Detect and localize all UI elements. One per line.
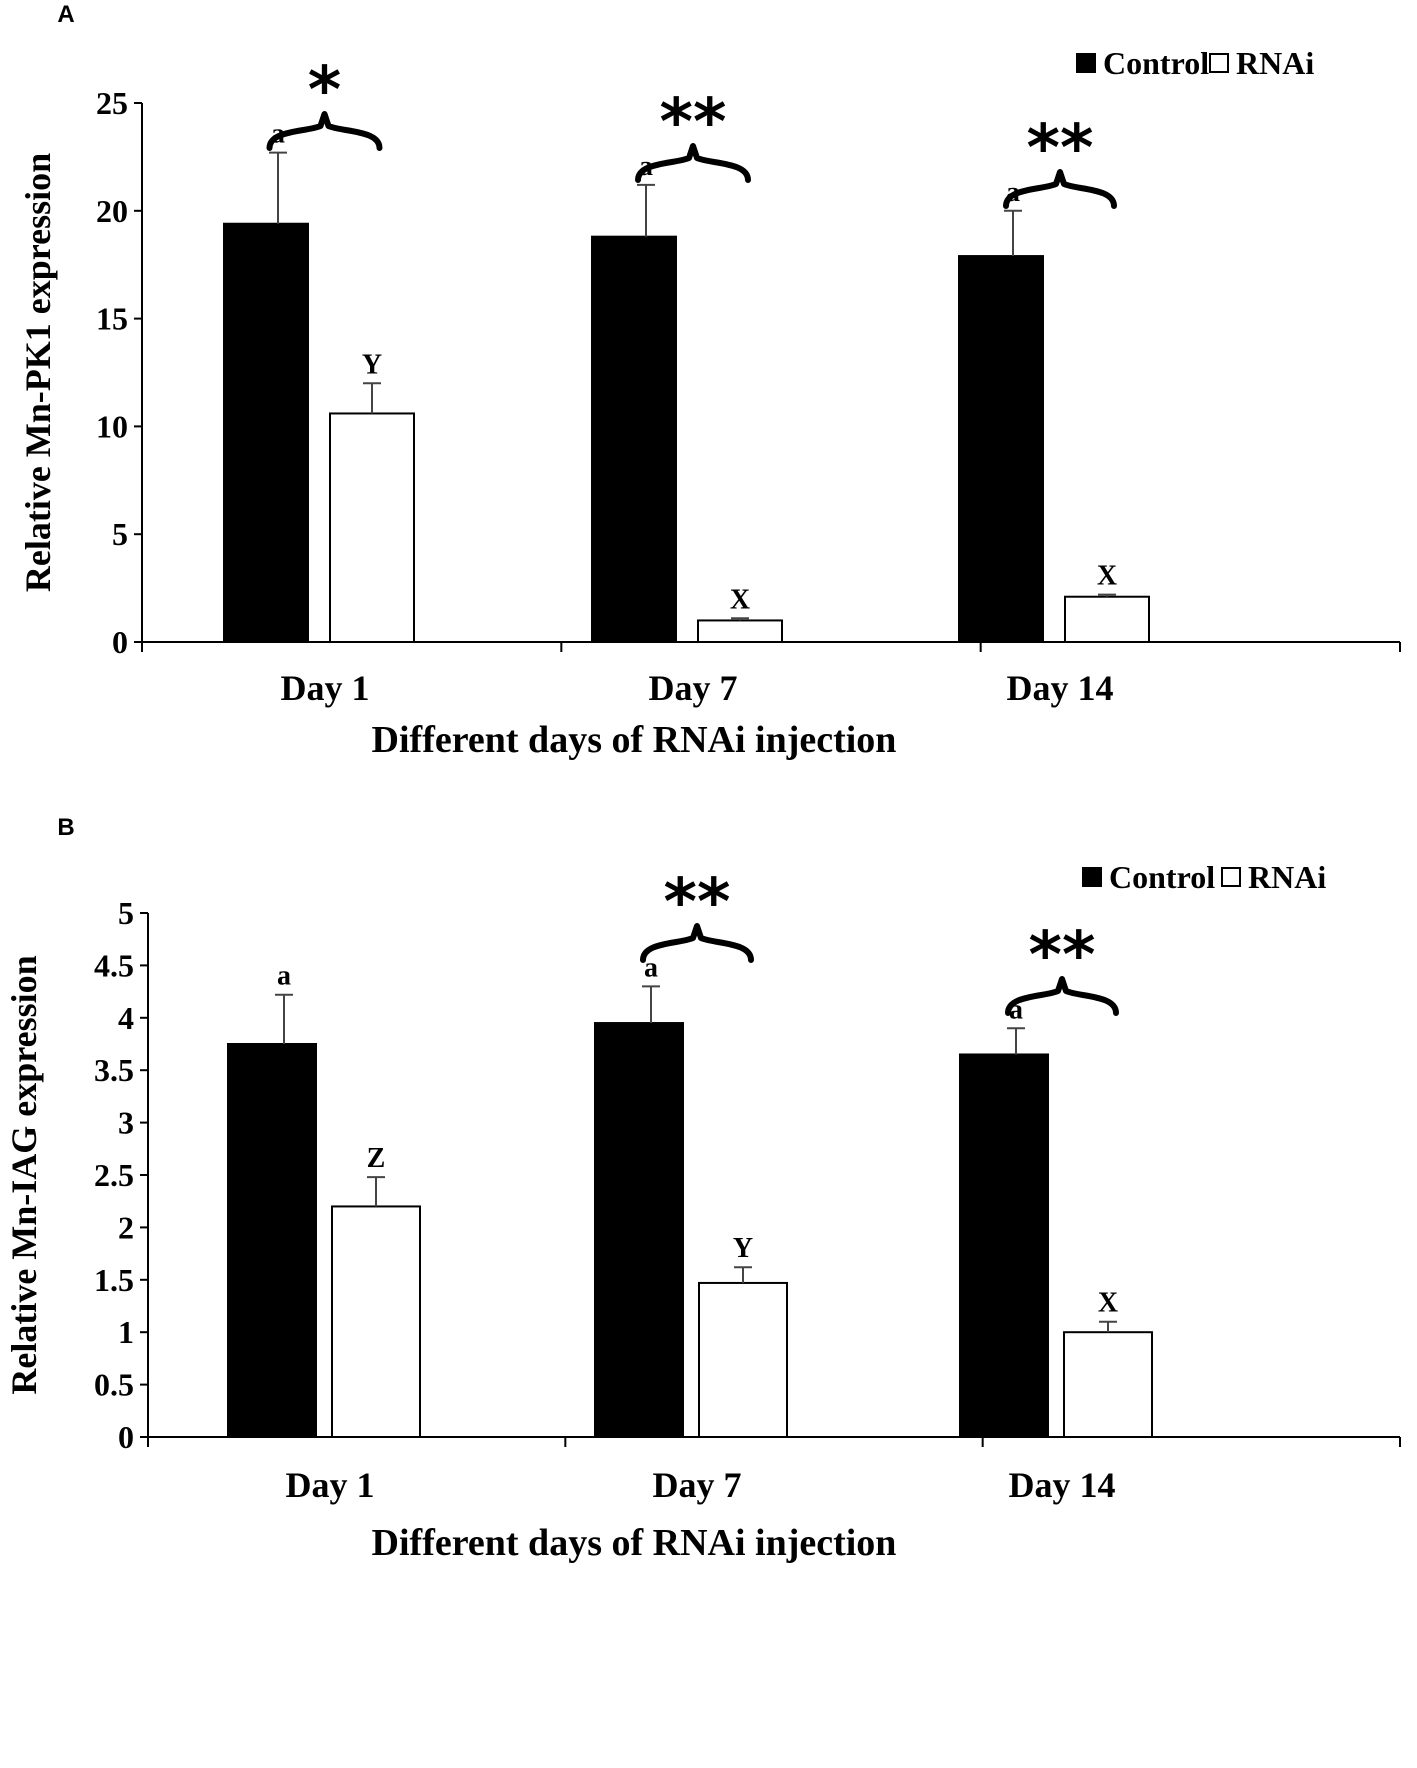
significance-asterisk: ** xyxy=(660,86,727,160)
bar-rnai xyxy=(697,619,783,644)
significance-letter: X xyxy=(1097,561,1117,592)
legend-label: RNAi xyxy=(1236,45,1314,81)
y-tick-label: 4 xyxy=(118,1000,134,1036)
significance-asterisk: * xyxy=(308,54,341,128)
x-category-label: Day 7 xyxy=(649,668,738,708)
y-tick-label: 15 xyxy=(96,301,128,337)
y-tick-label: 3.5 xyxy=(94,1052,134,1088)
y-tick-label: 25 xyxy=(96,85,128,121)
y-axis-title: Relative Mn-IAG expression xyxy=(4,955,44,1394)
significance-asterisk: ** xyxy=(664,866,731,940)
x-category-label: Day 7 xyxy=(653,1465,742,1505)
significance-brace xyxy=(640,923,754,963)
bar-control xyxy=(958,255,1044,643)
legend-label: Control xyxy=(1103,45,1209,81)
significance-brace xyxy=(266,111,383,151)
x-category-label: Day 1 xyxy=(281,668,370,708)
y-tick-label: 10 xyxy=(96,408,128,444)
bar-control xyxy=(594,1022,684,1438)
y-tick-label: 20 xyxy=(96,193,128,229)
x-category-label: Day 14 xyxy=(1009,1465,1116,1505)
y-tick-label: 2 xyxy=(118,1209,134,1245)
legend-label: Control xyxy=(1109,859,1215,895)
significance-brace xyxy=(1003,169,1117,209)
chart-panel-a: A 0 5 10 15 20 25 Day 1 Day 7 Day 14 Different day… xyxy=(18,1,1401,761)
significance-letter: a xyxy=(644,952,658,983)
bar-control xyxy=(959,1053,1049,1438)
significance-letter: Z xyxy=(367,1143,386,1174)
legend-swatch-rnai xyxy=(1221,867,1241,887)
significance-letter: Y xyxy=(733,1233,753,1264)
y-tick-label: 3 xyxy=(118,1105,134,1141)
bar-control xyxy=(223,222,309,643)
bar-rnai xyxy=(329,412,415,643)
y-axis-title: Relative Mn-PK1 expression xyxy=(18,153,58,592)
y-tick-label: 5 xyxy=(118,895,134,931)
x-axis-title: Different days of RNAi injection xyxy=(372,719,897,761)
significance-brace xyxy=(1005,976,1119,1016)
bar-rnai xyxy=(1063,1331,1153,1438)
y-tick-label: 5 xyxy=(112,516,128,552)
bar-control xyxy=(591,235,677,643)
chart-panel-b: B 0 0.5 1 1.5 2 2.5 3 3.5 4 4.5 5 Day 1 Day 7 Day 14 Di… xyxy=(4,814,1401,1564)
y-tick-label: 1.5 xyxy=(94,1262,134,1298)
y-tick-label: 0 xyxy=(118,1419,134,1455)
bar-rnai xyxy=(698,1281,788,1438)
x-category-label: Day 1 xyxy=(286,1465,375,1505)
legend-label: RNAi xyxy=(1248,859,1326,895)
panel-letter: A xyxy=(57,1,74,28)
significance-asterisk: ** xyxy=(1027,112,1094,186)
significance-letter: a xyxy=(277,961,291,992)
significance-asterisk: ** xyxy=(1029,919,1096,993)
bar-control xyxy=(227,1043,317,1438)
legend-swatch-control xyxy=(1082,867,1102,887)
legend-swatch-control xyxy=(1076,53,1096,73)
significance-letter: X xyxy=(730,584,750,615)
significance-letter: X xyxy=(1098,1288,1118,1319)
legend-swatch-rnai xyxy=(1209,53,1229,73)
y-tick-label: 1 xyxy=(118,1314,134,1350)
y-tick-label: 0 xyxy=(112,624,128,660)
bar-rnai xyxy=(331,1205,421,1438)
x-axis-title: Different days of RNAi injection xyxy=(372,1522,897,1564)
x-category-label: Day 14 xyxy=(1007,668,1114,708)
y-tick-label: 4.5 xyxy=(94,947,134,983)
y-tick-label: 2.5 xyxy=(94,1157,134,1193)
significance-brace xyxy=(635,143,751,183)
significance-letter: Y xyxy=(362,349,382,380)
bar-rnai xyxy=(1064,595,1150,643)
y-tick-label: 0.5 xyxy=(94,1367,134,1403)
panel-letter: B xyxy=(57,814,74,841)
